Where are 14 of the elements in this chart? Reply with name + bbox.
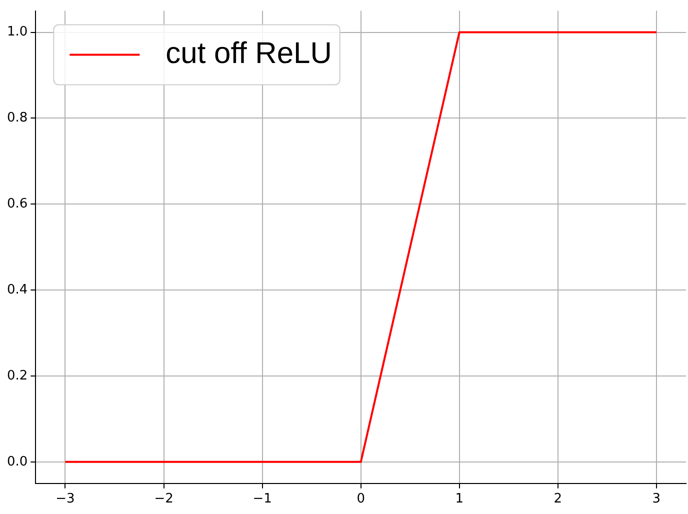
x-tick-label: 2 (554, 492, 562, 507)
y-tick-label: 0.2 (6, 368, 28, 384)
x-tick-label: 1 (455, 492, 464, 507)
y-tick-label: 0.6 (6, 196, 28, 212)
x-tick-label: 0 (356, 492, 365, 507)
y-tick-label: 0.0 (6, 454, 28, 470)
y-tick-label: 0.8 (6, 110, 28, 126)
y-tick-label: 0.4 (6, 282, 28, 298)
y-tick-label: 1.0 (6, 24, 28, 40)
x-tick-label: −2 (154, 492, 174, 507)
x-tick-label: −1 (252, 492, 272, 507)
legend-label: cut off ReLU (166, 37, 332, 70)
x-tick-label: −3 (56, 492, 75, 507)
x-tick-label: 3 (652, 492, 661, 507)
